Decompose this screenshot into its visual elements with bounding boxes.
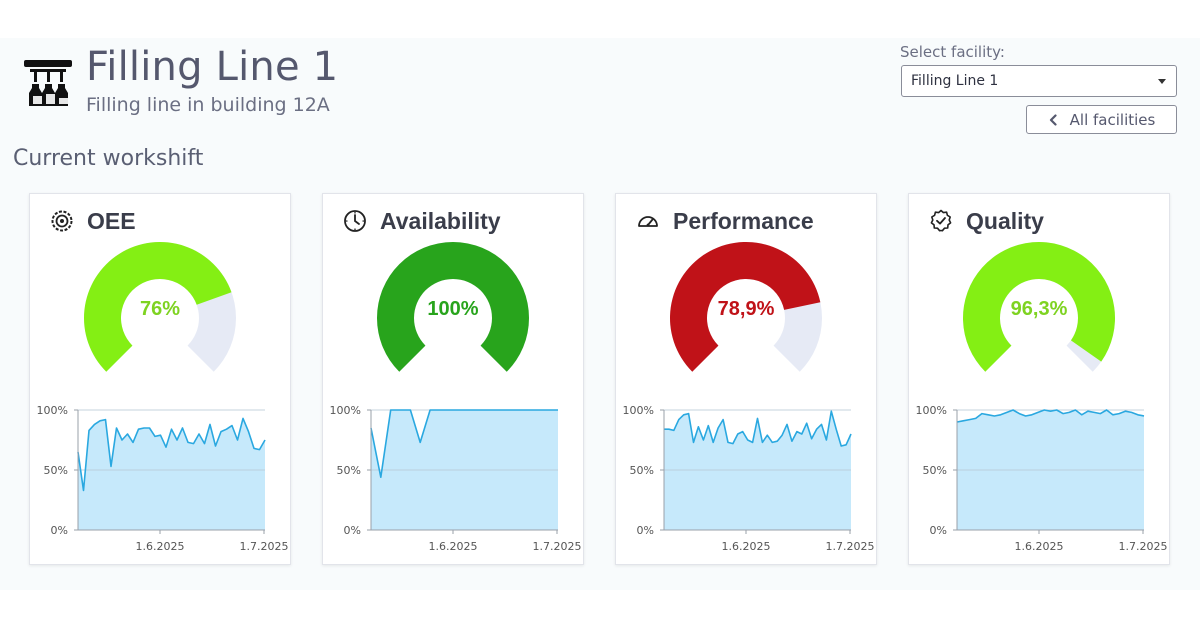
kpi-card-quality: Quality 96,3% 100% 50% 0% 1.6.2025 1.7.2025 bbox=[908, 193, 1170, 565]
x-tick-label: 1.7.2025 bbox=[1119, 540, 1168, 553]
all-facilities-button[interactable]: All facilities bbox=[1026, 105, 1177, 134]
quality-badge-icon bbox=[930, 209, 952, 232]
section-title: Current workshift bbox=[13, 146, 204, 171]
x-tick-label: 1.7.2025 bbox=[533, 540, 582, 553]
x-tick-label: 1.7.2025 bbox=[240, 540, 289, 553]
chart-area bbox=[664, 411, 851, 530]
gauge-fill bbox=[84, 242, 232, 372]
card-title: Quality bbox=[966, 208, 1044, 234]
gauge bbox=[377, 242, 529, 372]
chevron-left-icon bbox=[1049, 113, 1057, 126]
caret-down-icon bbox=[1158, 79, 1166, 84]
card-title: OEE bbox=[87, 208, 136, 234]
card-title: Availability bbox=[380, 208, 501, 234]
y-tick-label: 100% bbox=[37, 404, 68, 417]
trend-chart: 100% 50% 0% 1.6.2025 1.7.2025 bbox=[330, 404, 582, 553]
y-tick-label: 50% bbox=[44, 464, 68, 477]
facility-select-label: Select facility: bbox=[900, 43, 1005, 61]
y-tick-label: 0% bbox=[51, 524, 68, 537]
x-tick-label: 1.6.2025 bbox=[722, 540, 771, 553]
trend-chart: 100% 50% 0% 1.6.2025 1.7.2025 bbox=[37, 404, 289, 553]
page-title: Filling Line 1 bbox=[86, 44, 339, 90]
gauge bbox=[84, 242, 236, 372]
kpi-card-performance: Performance 78,9% 100% 50% 0% 1.6.2025 1.7.2… bbox=[615, 193, 877, 565]
gauge-value: 96,3% bbox=[1010, 298, 1068, 320]
kpi-card-oee: OEE 76% 100% 50% 0% 1.6.2025 1.7.2025 bbox=[29, 193, 291, 565]
filling-line-icon bbox=[24, 60, 72, 106]
y-tick-label: 0% bbox=[930, 524, 947, 537]
y-tick-label: 50% bbox=[923, 464, 947, 477]
chart-line bbox=[664, 410, 852, 447]
gauge-fill bbox=[670, 242, 821, 372]
gauge-fill bbox=[963, 242, 1115, 372]
card-title: Performance bbox=[673, 208, 814, 234]
gauge-value: 100% bbox=[427, 298, 479, 320]
y-tick-label: 0% bbox=[637, 524, 654, 537]
x-tick-label: 1.7.2025 bbox=[826, 540, 875, 553]
y-tick-label: 100% bbox=[623, 404, 654, 417]
trend-chart: 100% 50% 0% 1.6.2025 1.7.2025 bbox=[916, 404, 1168, 553]
trend-chart: 100% 50% 0% 1.6.2025 1.7.2025 bbox=[623, 404, 875, 553]
chart-line bbox=[370, 409, 558, 478]
gauge-value: 76% bbox=[139, 298, 181, 320]
chart-line bbox=[956, 409, 1145, 423]
gauge bbox=[963, 242, 1115, 372]
speedometer-icon bbox=[638, 216, 658, 227]
gauge-value: 78,9% bbox=[717, 298, 775, 320]
y-tick-label: 50% bbox=[337, 464, 361, 477]
y-tick-label: 0% bbox=[344, 524, 361, 537]
page-subtitle: Filling line in building 12A bbox=[86, 94, 330, 116]
y-tick-label: 50% bbox=[630, 464, 654, 477]
facility-select-value: Filling Line 1 bbox=[911, 73, 999, 89]
clock-icon bbox=[344, 210, 366, 232]
kpi-card-availability: Availability 100% 100% 50% 0% 1.6.2025 1.7.2… bbox=[322, 193, 584, 565]
chart-area bbox=[78, 418, 265, 530]
gear-badge-icon bbox=[51, 210, 73, 232]
x-tick-label: 1.6.2025 bbox=[429, 540, 478, 553]
x-tick-label: 1.6.2025 bbox=[136, 540, 185, 553]
gauge-fill bbox=[377, 242, 529, 372]
facility-select[interactable]: Filling Line 1 bbox=[901, 65, 1177, 97]
all-facilities-label: All facilities bbox=[1069, 110, 1156, 129]
y-tick-label: 100% bbox=[916, 404, 947, 417]
x-tick-label: 1.6.2025 bbox=[1015, 540, 1064, 553]
gauge bbox=[670, 242, 822, 372]
chart-line bbox=[77, 417, 266, 492]
y-tick-label: 100% bbox=[330, 404, 361, 417]
